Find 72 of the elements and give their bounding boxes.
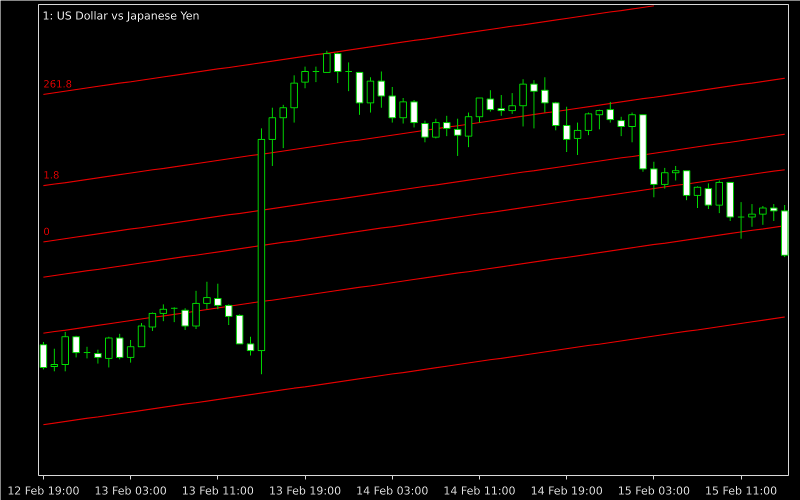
x-tick-label: 15 Feb 03:00 — [618, 484, 690, 498]
candlestick — [388, 86, 396, 124]
candlestick — [486, 90, 494, 112]
candlestick — [116, 333, 124, 360]
candlestick — [519, 78, 527, 127]
series-label: 261.8 — [43, 79, 72, 90]
candlestick — [192, 290, 200, 330]
candlestick — [454, 118, 462, 156]
candlestick — [759, 206, 767, 226]
x-tick-label: 12 Feb 19:00 — [7, 484, 80, 498]
candlestick — [334, 52, 342, 84]
x-tick-label: 14 Feb 03:00 — [356, 484, 428, 498]
candlestick — [268, 107, 276, 166]
candlestick — [606, 101, 614, 124]
candlestick — [246, 336, 254, 356]
x-tick-label: 13 Feb 11:00 — [182, 484, 254, 498]
candlestick — [410, 99, 418, 128]
candlestick — [50, 348, 58, 372]
candlestick — [203, 281, 211, 310]
candlestick — [694, 186, 702, 208]
candlestick — [105, 336, 113, 368]
chart-title: 1: US Dollar vs Japanese Yen — [42, 10, 200, 22]
series-label: 0 — [43, 226, 50, 238]
candlestick — [596, 109, 604, 130]
candlestick — [497, 94, 506, 116]
candlestick — [432, 118, 440, 139]
x-tick-label: 13 Feb 19:00 — [268, 484, 342, 498]
candlestick — [617, 116, 625, 137]
candlestick — [574, 122, 582, 156]
candlestick — [40, 341, 48, 370]
candlestick — [530, 80, 538, 129]
x-tick-label: 15 Feb 11:00 — [704, 484, 778, 498]
candlestick — [366, 76, 374, 114]
candlestick — [378, 70, 386, 108]
candlestick — [628, 112, 636, 143]
candlestick — [704, 182, 712, 210]
candlestick — [224, 304, 232, 326]
x-tick-label: 14 Feb 19:00 — [530, 484, 603, 498]
candlestick — [737, 202, 745, 240]
candlestick — [323, 50, 331, 73]
candlestick — [138, 322, 146, 348]
series-label: 1.8 — [43, 170, 60, 182]
candlestick — [716, 180, 724, 214]
candlestick — [770, 204, 778, 222]
candlestick — [584, 112, 592, 136]
candlestick — [476, 97, 484, 124]
candlestick — [301, 66, 309, 89]
candlestick — [148, 312, 156, 332]
candlestick — [344, 62, 352, 92]
x-tick-label: 13 Feb 03:00 — [94, 484, 167, 498]
candlestick — [72, 335, 80, 358]
candlestick — [399, 97, 407, 124]
candlestick — [160, 304, 168, 322]
candlestick — [83, 346, 91, 359]
candlestick — [214, 283, 222, 310]
x-tick-label: 14 Feb 11:00 — [443, 484, 516, 498]
candlestick — [552, 101, 560, 131]
candlestick — [661, 167, 669, 190]
candlestick — [421, 120, 429, 143]
candlestick — [170, 306, 178, 323]
candlestick — [562, 106, 570, 153]
candlestick — [94, 349, 102, 364]
candlestick — [181, 308, 189, 330]
candlestick — [312, 66, 320, 83]
candlestick — [279, 104, 287, 149]
candlestick — [650, 161, 658, 198]
candlestick — [464, 112, 472, 148]
candlestick — [126, 339, 134, 364]
candlestick — [508, 92, 516, 114]
candlestick — [442, 115, 451, 137]
candlestick — [748, 204, 756, 228]
candlestick — [541, 76, 549, 114]
